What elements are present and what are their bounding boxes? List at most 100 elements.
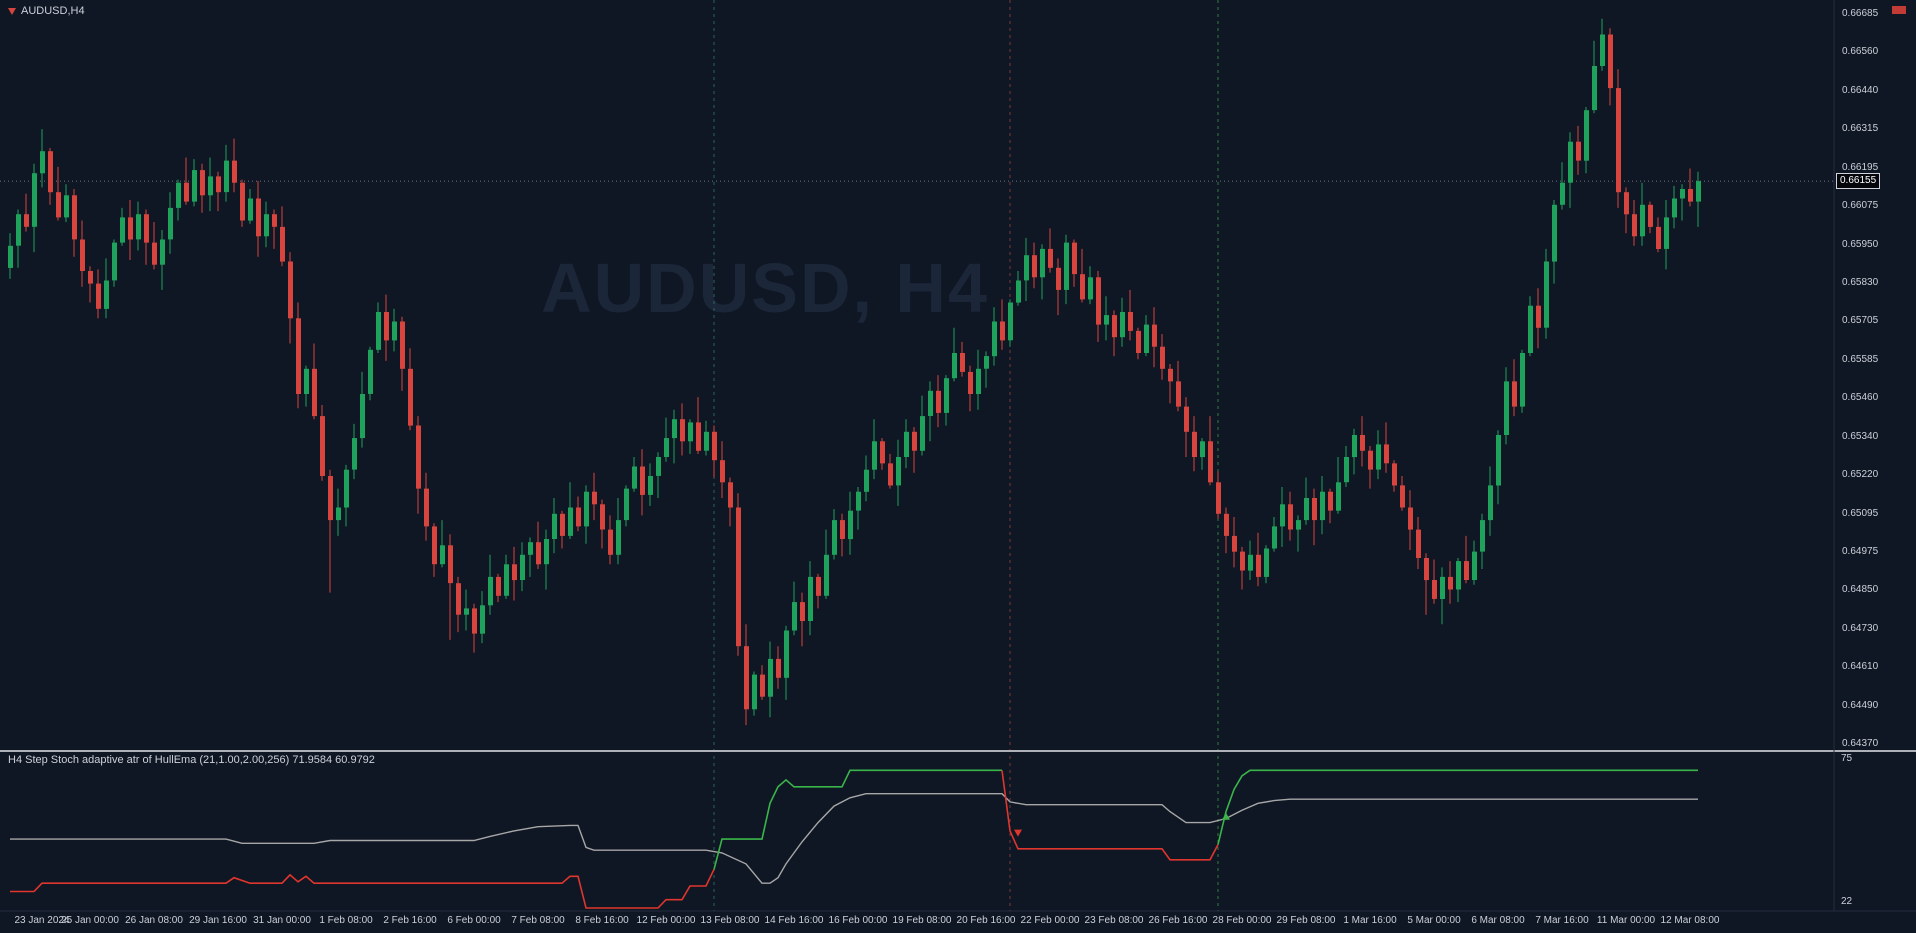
candle-body — [1200, 441, 1205, 458]
indicator-main-line — [1217, 769, 1698, 845]
candle-body — [72, 195, 77, 240]
candle-body — [312, 368, 317, 417]
candle-body — [1088, 277, 1093, 300]
candle-body — [1400, 485, 1405, 508]
candle-body — [128, 217, 133, 240]
candle-body — [1360, 435, 1365, 451]
indicator-down-arrow-icon — [1014, 829, 1022, 837]
price-axis-label: 0.65950 — [1842, 238, 1879, 250]
price-axis-label: 0.66195 — [1842, 161, 1879, 173]
price-axis-label: 0.66315 — [1842, 123, 1879, 135]
candle-body — [272, 214, 277, 227]
price-axis-label: 0.64850 — [1842, 584, 1879, 596]
candle-body — [760, 674, 765, 697]
candle-body — [584, 491, 589, 527]
candle-body — [896, 457, 901, 486]
candle-body — [864, 469, 869, 492]
candle-body — [904, 431, 909, 457]
candle-body — [16, 214, 21, 246]
candle-body — [920, 416, 925, 451]
candle-body — [352, 438, 357, 470]
candle-body — [392, 321, 397, 341]
indicator-main-line — [1001, 770, 1219, 861]
candle-body — [424, 488, 429, 527]
time-axis-label: 31 Jan 00:00 — [253, 915, 311, 926]
candle-body — [728, 482, 733, 508]
candle-body — [472, 608, 477, 634]
candle-body — [1368, 450, 1373, 470]
candle-body — [1432, 580, 1437, 599]
candle-body — [1224, 513, 1229, 536]
time-axis-label: 1 Mar 16:00 — [1343, 915, 1397, 926]
candle-body — [1352, 435, 1357, 458]
indicator-scale-min-label: 22 — [1841, 896, 1853, 907]
candle-body — [704, 431, 709, 451]
indicator-up-arrow-icon — [1222, 812, 1230, 820]
price-axis-label: 0.65340 — [1842, 430, 1879, 442]
candle-body — [1648, 204, 1653, 227]
candle-body — [1480, 520, 1485, 552]
candle-body — [496, 576, 501, 596]
candle-body — [784, 630, 789, 678]
candle-body — [344, 469, 349, 508]
candle-body — [1416, 529, 1421, 558]
candle-body — [928, 390, 933, 416]
candle-body — [1080, 274, 1085, 300]
candle-body — [1608, 34, 1613, 89]
time-axis-label: 19 Feb 08:00 — [892, 915, 952, 926]
time-axis-label: 20 Feb 16:00 — [956, 915, 1016, 926]
candle-body — [1208, 441, 1213, 483]
candle-body — [912, 431, 917, 451]
candle-body — [464, 608, 469, 615]
time-axis[interactable]: 23 Jan 2024 25 Jan 00:00 26 Jan 08:00 29 Ja… — [0, 911, 1916, 933]
candle-body — [1600, 34, 1605, 66]
candle-body — [1112, 315, 1117, 338]
candle-body — [744, 646, 749, 710]
price-axis-label: 0.65220 — [1842, 469, 1879, 481]
candle-body — [1312, 498, 1317, 521]
candle-body — [1320, 491, 1325, 521]
candle-body — [576, 507, 581, 527]
candle-body — [1104, 315, 1109, 325]
time-axis-label: 13 Feb 08:00 — [700, 915, 760, 926]
candle-body — [512, 564, 517, 581]
chart-watermark: AUDUSD, H4 — [541, 249, 989, 327]
candle-body — [976, 368, 981, 394]
candle-body — [1248, 554, 1253, 571]
candle-body — [960, 353, 965, 372]
chart-icon — [8, 7, 16, 15]
candle-body — [592, 491, 597, 505]
candle-body — [1544, 261, 1549, 328]
candle-body — [1560, 182, 1565, 205]
time-axis-label: 29 Jan 16:00 — [189, 915, 247, 926]
candle-body — [1488, 485, 1493, 521]
candle-body — [952, 353, 957, 379]
candle-body — [824, 554, 829, 596]
candle-body — [240, 182, 245, 221]
candle-body — [56, 192, 61, 218]
candle-body — [968, 371, 973, 394]
candle-body — [1408, 507, 1413, 530]
candle-body — [1304, 498, 1309, 521]
candle-body — [1144, 324, 1149, 353]
price-axis-label: 0.65705 — [1842, 315, 1879, 327]
price-axis-label: 0.65095 — [1842, 507, 1879, 519]
candle-body — [8, 245, 13, 268]
candle-body — [1592, 66, 1597, 111]
candle-body — [696, 422, 701, 451]
candle-body — [96, 283, 101, 309]
candle-body — [688, 422, 693, 442]
time-axis-label: 23 Feb 08:00 — [1084, 915, 1144, 926]
candle-body — [1448, 576, 1453, 590]
candle-body — [280, 226, 285, 262]
candle-body — [1184, 406, 1189, 432]
candle-body — [1168, 368, 1173, 382]
candle-body — [368, 349, 373, 394]
price-axis[interactable]: 0.66685 0.66560 0.66440 0.66315 0.66195 0.660… — [1836, 0, 1916, 750]
time-axis-label: 8 Feb 16:00 — [575, 915, 629, 926]
price-axis-label: 0.64730 — [1842, 622, 1879, 634]
time-axis-label: 22 Feb 00:00 — [1020, 915, 1080, 926]
candle-body — [224, 160, 229, 193]
panel-separator[interactable] — [0, 750, 1916, 752]
